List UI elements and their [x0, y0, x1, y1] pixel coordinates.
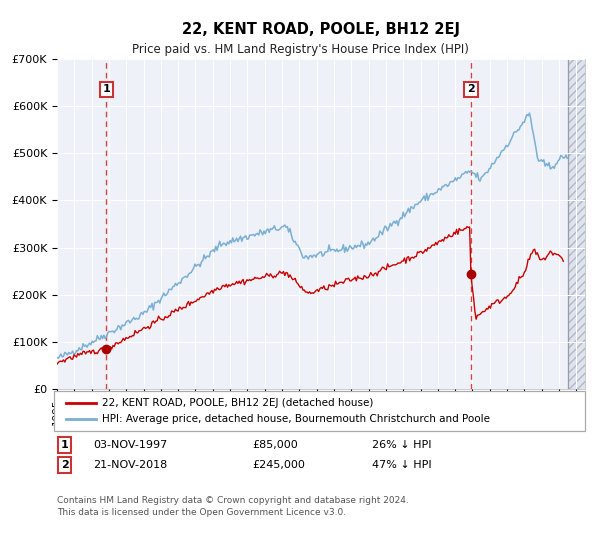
Text: 22, KENT ROAD, POOLE, BH12 2EJ (detached house): 22, KENT ROAD, POOLE, BH12 2EJ (detached…: [102, 398, 373, 408]
Text: 21-NOV-2018: 21-NOV-2018: [93, 460, 167, 470]
Title: 22, KENT ROAD, POOLE, BH12 2EJ: 22, KENT ROAD, POOLE, BH12 2EJ: [182, 22, 460, 37]
Bar: [568, 59, 593, 389]
Text: Contains HM Land Registry data © Crown copyright and database right 2024.
This d: Contains HM Land Registry data © Crown c…: [57, 496, 409, 517]
Text: 2: 2: [467, 85, 475, 95]
Text: 47% ↓ HPI: 47% ↓ HPI: [372, 460, 431, 470]
Text: 2: 2: [61, 460, 68, 470]
Text: HPI: Average price, detached house, Bournemouth Christchurch and Poole: HPI: Average price, detached house, Bour…: [102, 414, 490, 424]
Text: Price paid vs. HM Land Registry's House Price Index (HPI): Price paid vs. HM Land Registry's House …: [131, 43, 469, 56]
Bar: [568, 59, 593, 389]
Text: £85,000: £85,000: [252, 440, 298, 450]
Text: 03-NOV-1997: 03-NOV-1997: [93, 440, 167, 450]
Text: 26% ↓ HPI: 26% ↓ HPI: [372, 440, 431, 450]
Text: £245,000: £245,000: [252, 460, 305, 470]
Text: 1: 1: [103, 85, 110, 95]
Text: 1: 1: [61, 440, 68, 450]
